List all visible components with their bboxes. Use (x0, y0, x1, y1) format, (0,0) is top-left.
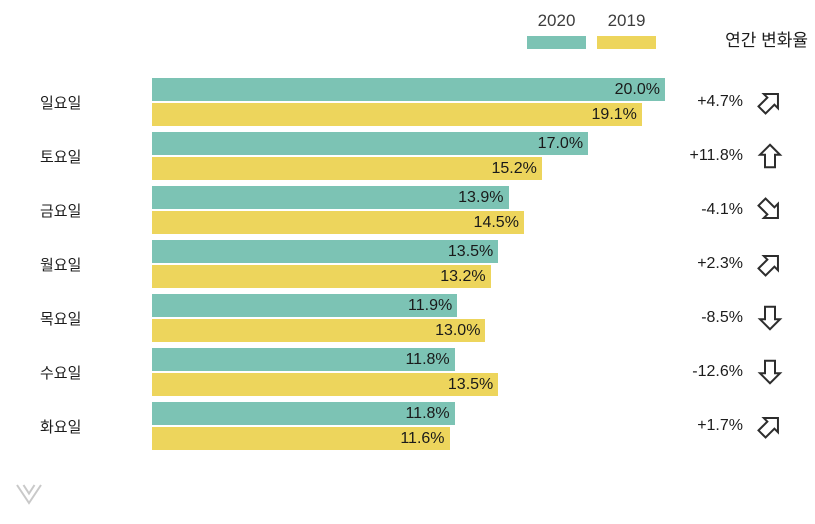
bar-2019: 13.5% (152, 373, 499, 396)
bar-2019: 15.2% (152, 157, 542, 180)
trend-arrow-icon (755, 87, 785, 117)
bar-pair: 13.5% 13.2% (152, 240, 665, 288)
change-value: +2.3% (697, 255, 743, 272)
bar-value-2020: 11.8% (405, 350, 450, 368)
change-value: -8.5% (701, 309, 743, 326)
bar-2019: 11.6% (152, 427, 450, 450)
bar-pair: 13.9% 14.5% (152, 186, 665, 234)
bar-value-2020: 20.0% (614, 80, 660, 98)
category-label: 목요일 (40, 310, 82, 328)
bar-pair: 11.8% 13.5% (152, 348, 665, 396)
annual-change: +1.7% (665, 402, 815, 450)
change-value: +11.8% (689, 147, 743, 164)
chart-row-wednesday: 수요일 11.8% 13.5% -12.6% (0, 348, 815, 402)
change-value: -12.6% (692, 363, 743, 380)
bar-value-2020: 13.5% (447, 242, 494, 260)
legend: 2020 2019 (527, 12, 656, 49)
bar-pair: 20.0% 19.1% (152, 78, 665, 126)
legend-label-2020: 2020 (537, 11, 576, 30)
legend-item-2019: 2019 (597, 12, 656, 49)
category-label: 수요일 (40, 364, 82, 382)
legend-swatch-2019 (597, 36, 656, 49)
bar-pair: 11.8% 11.6% (152, 402, 665, 450)
legend-item-2020: 2020 (527, 12, 586, 49)
bar-2020: 11.8% (152, 348, 455, 371)
annual-change: -8.5% (665, 294, 815, 342)
bar-2020: 11.8% (152, 402, 455, 425)
bar-2020: 13.5% (152, 240, 499, 263)
category-label: 금요일 (40, 202, 82, 220)
trend-arrow-icon (755, 303, 785, 333)
bar-2019: 13.2% (152, 265, 491, 288)
chart-row-friday: 금요일 13.9% 14.5% -4.1% (0, 186, 815, 240)
trend-arrow-icon (755, 141, 785, 171)
annual-change-column-header: 연간 변화율 (725, 31, 808, 50)
bar-value-2019: 13.5% (447, 375, 494, 393)
legend-swatch-2020 (527, 36, 586, 49)
chart-row-monday: 월요일 13.5% 13.2% +2.3% (0, 240, 815, 294)
bar-pair: 11.9% 13.0% (152, 294, 665, 342)
category-label: 일요일 (40, 94, 82, 112)
bar-value-2019: 14.5% (473, 213, 519, 231)
bar-2020: 17.0% (152, 132, 589, 155)
legend-label-2019: 2019 (607, 11, 646, 30)
annual-change: -12.6% (665, 348, 815, 396)
change-value: +4.7% (697, 93, 743, 110)
annual-change: -4.1% (665, 186, 815, 234)
bar-value-2019: 13.2% (440, 267, 486, 285)
category-label: 토요일 (40, 148, 82, 166)
chevron-v-logo (15, 483, 43, 506)
chart-row-saturday: 토요일 17.0% 15.2% +11.8% (0, 132, 815, 186)
annual-change: +2.3% (665, 240, 815, 288)
chart-area: 일요일 20.0% 19.1% +4.7% 토요일 17.0% 15.2% +1… (0, 78, 815, 456)
change-value: -4.1% (701, 201, 743, 218)
bar-value-2020: 17.0% (537, 134, 584, 152)
bar-value-2019: 11.6% (400, 429, 445, 447)
change-value: +1.7% (697, 417, 743, 434)
bar-2020: 11.9% (152, 294, 458, 317)
bar-value-2020: 11.9% (408, 296, 453, 314)
bar-value-2020: 13.9% (458, 188, 504, 206)
trend-arrow-icon (755, 411, 785, 441)
bar-2019: 13.0% (152, 319, 486, 342)
bar-2019: 19.1% (152, 103, 642, 126)
bar-pair: 17.0% 15.2% (152, 132, 665, 180)
trend-arrow-icon (755, 357, 785, 387)
annual-change: +11.8% (665, 132, 815, 180)
annual-change: +4.7% (665, 78, 815, 126)
chart-row-tuesday: 화요일 11.8% 11.6% +1.7% (0, 402, 815, 456)
bar-value-2019: 19.1% (591, 105, 637, 123)
bar-value-2019: 15.2% (491, 159, 537, 177)
bar-2020: 13.9% (152, 186, 509, 209)
bar-2020: 20.0% (152, 78, 665, 101)
category-label: 화요일 (40, 418, 82, 436)
trend-arrow-icon (755, 195, 785, 225)
category-label: 월요일 (40, 256, 82, 274)
trend-arrow-icon (755, 249, 785, 279)
bar-value-2019: 13.0% (435, 321, 481, 339)
chart-row-thursday: 목요일 11.9% 13.0% -8.5% (0, 294, 815, 348)
bar-value-2020: 11.8% (405, 404, 450, 422)
bar-2019: 14.5% (152, 211, 524, 234)
chart-row-sunday: 일요일 20.0% 19.1% +4.7% (0, 78, 815, 132)
